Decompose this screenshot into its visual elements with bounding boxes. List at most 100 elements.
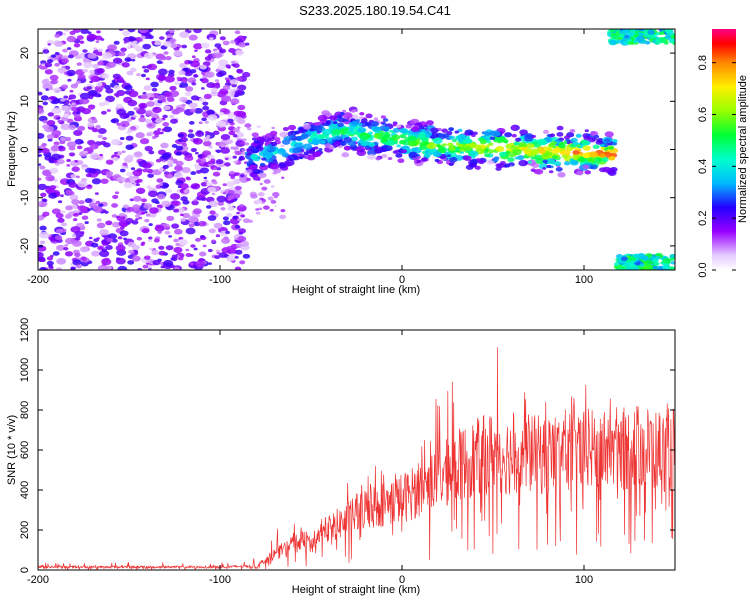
heatmap-cell [74,160,79,163]
heatmap-cell [175,243,180,246]
heatmap-cell [148,236,153,240]
heatmap-cell [91,116,96,120]
heatmap-cell [261,157,267,161]
heatmap-cell [122,162,128,166]
heatmap-cell [154,117,163,124]
heatmap-cell [208,262,212,265]
heatmap-cell [434,158,440,163]
heatmap-cell [187,60,193,64]
heatmap-cell [146,168,154,174]
heatmap-cell [511,126,516,130]
heatmap-cell [175,151,182,156]
heatmap-cell [464,146,472,151]
heatmap-cell [639,263,645,267]
heatmap-cell [517,155,525,161]
heatmap-cell [96,237,101,240]
heatmap-cell [181,103,186,107]
heatmap-cell [365,113,373,119]
heatmap-cell [666,30,674,36]
heatmap-cell [45,78,49,81]
heatmap-cell [46,260,54,266]
colorbar-tick-label: 0.2 [697,211,709,226]
heatmap-cell [602,166,611,173]
heatmap-cell [40,192,47,197]
heatmap-cell [241,148,246,152]
heatmap-cell [38,183,47,191]
heatmap-cell [269,162,280,170]
heatmap-cell [51,54,56,58]
heatmap-cell [132,169,143,177]
heatmap-cell [268,152,274,156]
heatmap-cell [66,118,74,124]
heatmap-cell [78,200,85,205]
heatmap-cell [140,94,148,100]
heatmap-cell [448,127,455,132]
heatmap-cell [39,231,50,239]
heatmap-cell [203,93,212,100]
heatmap-cell [143,255,151,260]
heatmap-cell [87,52,97,59]
heatmap-cell [168,235,173,238]
heatmap-cell [365,122,372,127]
heatmap-cell [128,175,135,180]
heatmap-cell [46,256,54,261]
heatmap-cell [38,215,45,221]
heatmap-cell [200,42,210,49]
heatmap-cell [140,211,146,215]
heatmap-cell [70,106,78,112]
heatmap-cell [608,29,617,33]
heatmap-cell [218,59,229,67]
heatmap-cell [476,158,481,162]
heatmap-cell [629,41,634,45]
heatmap-cell [100,140,107,146]
heatmap-cell [123,237,128,241]
heatmap-cell [224,162,231,167]
heatmap-cell [224,157,229,161]
heatmap-cell [233,215,238,219]
heatmap-cell [240,141,246,145]
heatmap-cell [57,119,62,123]
heatmap-cell [505,150,510,154]
heatmap-cell [99,229,109,236]
heatmap-cell [94,35,103,41]
heatmap-cell [102,136,108,141]
heatmap-cell [410,126,420,133]
heatmap-cell [38,251,44,259]
heatmap-cell [167,159,174,165]
heatmap-cell [246,152,252,156]
heatmap-cell [216,195,227,203]
heatmap-cell [314,125,322,131]
heatmap-cell [265,147,271,151]
heatmap-cell [584,129,589,133]
heatmap-cell [202,101,209,106]
heatmap-cell [170,257,175,261]
heatmap-cell [214,79,220,83]
heatmap-cell [40,60,47,65]
heatmap-cell [300,145,305,149]
heatmap-cell [127,99,138,107]
heatmap-cell [121,62,130,68]
heatmap-cell [537,139,548,146]
heatmap-cell [548,170,554,174]
heatmap-cell [127,29,136,33]
heatmap-cell [553,161,562,167]
heatmap-cell [574,147,581,152]
heatmap-cell [102,100,110,106]
heatmap-cell [136,236,143,241]
heatmap-cell [179,96,188,103]
spectrogram-y-axis: -20 -10 0 10 20 [19,47,675,254]
heatmap-cell [154,134,159,138]
heatmap-cell [87,122,95,128]
heatmap-cell [423,153,431,159]
heatmap-cell [601,157,609,162]
heatmap-cell [86,86,92,90]
heatmap-cell [74,138,84,145]
heatmap-cell [156,60,163,65]
heatmap-cell [125,135,134,141]
heatmap-cell [218,70,227,76]
heatmap-cell [530,168,536,172]
heatmap-cell [425,120,434,126]
heatmap-cell [263,205,270,210]
heatmap-cell [620,256,628,262]
heatmap-cell [464,129,474,136]
